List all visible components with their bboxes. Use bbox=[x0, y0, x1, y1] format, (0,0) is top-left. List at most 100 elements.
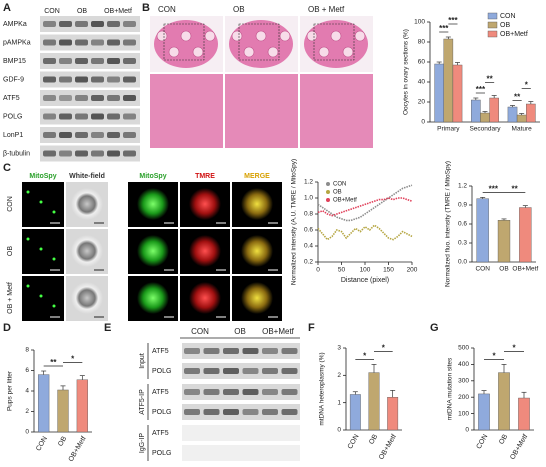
micrograph bbox=[22, 229, 64, 274]
oocyte bbox=[189, 282, 221, 314]
oocyte bbox=[189, 188, 221, 220]
panel-letter: B bbox=[142, 2, 150, 14]
oocyte bbox=[241, 235, 273, 267]
bar bbox=[507, 106, 518, 123]
follicle bbox=[192, 46, 204, 58]
blot-band bbox=[123, 113, 136, 120]
blot-band bbox=[223, 389, 239, 395]
blot-band bbox=[107, 39, 120, 46]
significance-label: * bbox=[71, 355, 75, 364]
blot-band bbox=[242, 409, 259, 415]
blot-band bbox=[242, 389, 259, 395]
significance-label: * bbox=[492, 352, 496, 361]
y-tick-label: 200 bbox=[458, 394, 469, 401]
blot-band bbox=[262, 348, 278, 354]
zoom-box bbox=[313, 23, 355, 61]
blot-band bbox=[123, 21, 136, 27]
y-tick-label: 0 bbox=[337, 427, 341, 434]
significance-label: * bbox=[382, 344, 386, 353]
blot-band bbox=[107, 113, 120, 120]
row-label: POLG bbox=[152, 368, 171, 375]
y-tick-label: 20 bbox=[418, 99, 426, 106]
column-label: CON bbox=[191, 327, 209, 336]
blot-band bbox=[59, 95, 72, 101]
blot-band bbox=[184, 368, 200, 374]
y-tick-label: 0.2 bbox=[304, 259, 313, 266]
y-tick-label: 2 bbox=[25, 408, 29, 415]
blot-band bbox=[123, 95, 136, 101]
x-tick-label: 0 bbox=[316, 267, 320, 274]
mito-dot bbox=[39, 200, 43, 204]
follicle bbox=[342, 46, 354, 58]
legend-swatch bbox=[487, 21, 498, 29]
legend-marker bbox=[326, 182, 330, 186]
row-label: CON bbox=[7, 196, 14, 212]
blot-band bbox=[43, 95, 56, 101]
blot-band bbox=[203, 389, 220, 395]
column-label: MERGE bbox=[244, 173, 270, 180]
blot-band bbox=[107, 132, 120, 138]
blot-band bbox=[59, 58, 72, 64]
significance-label: * bbox=[525, 81, 529, 90]
y-tick-label: 100 bbox=[458, 410, 469, 417]
y-tick-label: 1.2 bbox=[458, 183, 467, 190]
blot-strip bbox=[182, 404, 300, 420]
histology-zoom bbox=[150, 74, 223, 148]
bar bbox=[498, 372, 510, 431]
y-tick-label: 100 bbox=[414, 19, 425, 26]
y-tick-label: 0.6 bbox=[304, 227, 313, 234]
group-label: Input bbox=[139, 353, 146, 369]
legend-label: OB bbox=[500, 22, 510, 29]
blot-band bbox=[75, 21, 88, 27]
legend-label: CON bbox=[333, 182, 346, 188]
row-label: POLG bbox=[152, 450, 171, 457]
oocyte bbox=[137, 188, 169, 220]
column-label: CON bbox=[44, 8, 60, 15]
blot-strip bbox=[182, 384, 300, 400]
follicle bbox=[156, 30, 168, 42]
follicle bbox=[318, 46, 330, 58]
y-tick-label: 0 bbox=[25, 429, 29, 436]
bar bbox=[443, 38, 454, 123]
y-tick-label: 1.0 bbox=[304, 195, 313, 202]
bar bbox=[76, 379, 88, 433]
legend-label: OB+Metf bbox=[333, 198, 357, 204]
legend-marker bbox=[326, 190, 330, 194]
x-tick-label: OB bbox=[368, 433, 379, 446]
histology-zoom bbox=[225, 74, 298, 148]
blot-strip bbox=[182, 425, 300, 441]
blot-band bbox=[75, 150, 88, 157]
group-label: ATF5-IP bbox=[139, 389, 146, 415]
blot-band bbox=[43, 58, 56, 64]
micrograph bbox=[22, 276, 64, 321]
blot-band bbox=[123, 76, 136, 83]
ovary-tissue bbox=[154, 20, 218, 68]
significance-label: ** bbox=[50, 358, 57, 367]
blot-band bbox=[91, 132, 104, 138]
panel-letter: D bbox=[3, 322, 11, 334]
blot-band bbox=[123, 39, 136, 46]
mito-dot bbox=[26, 284, 30, 288]
y-tick-label: 300 bbox=[458, 378, 469, 385]
oocyte bbox=[189, 235, 221, 267]
column-label: OB bbox=[233, 5, 245, 14]
blot-band bbox=[43, 113, 56, 120]
column-label: TMRE bbox=[195, 173, 215, 180]
follicle bbox=[243, 46, 255, 58]
blot-strip bbox=[182, 445, 300, 461]
x-tick-label: OB+Metf bbox=[509, 433, 529, 461]
blot-band bbox=[262, 389, 278, 395]
panel-letter: G bbox=[430, 322, 439, 334]
legend-label: OB+Metf bbox=[500, 31, 528, 38]
y-tick-label: 0.9 bbox=[458, 202, 467, 209]
significance-label: * bbox=[363, 352, 367, 361]
blot-band bbox=[223, 409, 239, 415]
x-tick-label: Secondary bbox=[469, 126, 501, 133]
row-label: BMP15 bbox=[3, 58, 26, 65]
blot-band bbox=[281, 368, 298, 374]
x-tick-label: OB+Metf bbox=[378, 433, 398, 461]
blot-band bbox=[184, 348, 200, 354]
follicle bbox=[306, 30, 318, 42]
mito-dot bbox=[26, 237, 30, 241]
row-label: GDF-9 bbox=[3, 76, 24, 83]
